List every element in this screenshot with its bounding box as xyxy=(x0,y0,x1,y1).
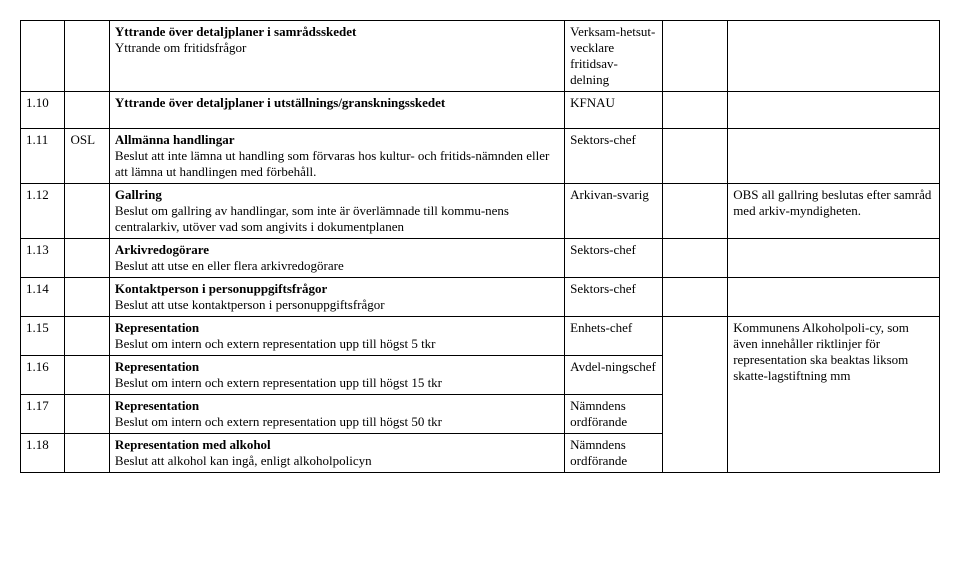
cell-note xyxy=(728,92,940,129)
cell-desc: Representation Beslut om intern och exte… xyxy=(109,317,564,356)
entry-body: Beslut att alkohol kan ingå, enligt alko… xyxy=(115,453,372,468)
entry-body: Yttrande om fritidsfrågor xyxy=(115,40,246,55)
cell-note: Kommunens Alkoholpoli-cy, som även inneh… xyxy=(728,317,940,473)
cell-resp: Sektors-chef xyxy=(565,278,662,317)
cell-note xyxy=(728,21,940,92)
cell-blank xyxy=(662,184,728,239)
cell-code xyxy=(65,92,109,129)
cell-num: 1.16 xyxy=(21,356,65,395)
cell-note: OBS all gallring beslutas efter samråd m… xyxy=(728,184,940,239)
cell-blank xyxy=(662,317,728,473)
table-row: 1.14 Kontaktperson i personuppgiftsfrågo… xyxy=(21,278,940,317)
entry-title: Yttrande över detaljplaner i samrådssked… xyxy=(115,24,356,39)
cell-code xyxy=(65,356,109,395)
table-row: 1.15 Representation Beslut om intern och… xyxy=(21,317,940,356)
cell-blank xyxy=(662,239,728,278)
cell-resp: KFNAU xyxy=(565,92,662,129)
cell-desc: Allmänna handlingar Beslut att inte lämn… xyxy=(109,129,564,184)
cell-desc: Representation Beslut om intern och exte… xyxy=(109,356,564,395)
cell-desc: Yttrande över detaljplaner i utställning… xyxy=(109,92,564,129)
cell-code xyxy=(65,184,109,239)
document-table: Yttrande över detaljplaner i samrådssked… xyxy=(20,20,940,473)
cell-code: OSL xyxy=(65,129,109,184)
table-row: 1.12 Gallring Beslut om gallring av hand… xyxy=(21,184,940,239)
cell-blank xyxy=(662,21,728,92)
entry-title: Allmänna handlingar xyxy=(115,132,235,147)
entry-title: Representation xyxy=(115,398,199,413)
entry-body: Beslut om intern och extern representati… xyxy=(115,375,442,390)
cell-num: 1.15 xyxy=(21,317,65,356)
cell-blank xyxy=(662,129,728,184)
cell-blank xyxy=(662,92,728,129)
entry-title: Representation xyxy=(115,320,199,335)
cell-code xyxy=(65,395,109,434)
cell-desc: Representation Beslut om intern och exte… xyxy=(109,395,564,434)
cell-resp: Avdel-ningschef xyxy=(565,356,662,395)
cell-num: 1.13 xyxy=(21,239,65,278)
cell-blank xyxy=(662,278,728,317)
cell-resp: Nämndens ordförande xyxy=(565,434,662,473)
cell-code xyxy=(65,434,109,473)
spacer xyxy=(115,56,559,70)
cell-num: 1.14 xyxy=(21,278,65,317)
cell-num: 1.12 xyxy=(21,184,65,239)
entry-title: Gallring xyxy=(115,187,162,202)
cell-code xyxy=(65,317,109,356)
cell-resp: Sektors-chef xyxy=(565,129,662,184)
cell-num xyxy=(21,21,65,92)
cell-resp: Verksam-hetsut-vecklare fritidsav-delnin… xyxy=(565,21,662,92)
entry-body: Beslut att inte lämna ut handling som fö… xyxy=(115,148,549,179)
entry-title: Representation xyxy=(115,359,199,374)
cell-note xyxy=(728,239,940,278)
spacer xyxy=(115,111,559,125)
table-row: 1.13 Arkivredogörare Beslut att utse en … xyxy=(21,239,940,278)
table-row: 1.10 Yttrande över detaljplaner i utstäl… xyxy=(21,92,940,129)
entry-body: Beslut om intern och extern representati… xyxy=(115,414,442,429)
entry-body: Beslut om gallring av handlingar, som in… xyxy=(115,203,509,234)
cell-code xyxy=(65,21,109,92)
table-row: 1.11 OSL Allmänna handlingar Beslut att … xyxy=(21,129,940,184)
cell-resp: Nämndens ordförande xyxy=(565,395,662,434)
cell-code xyxy=(65,278,109,317)
cell-note xyxy=(728,278,940,317)
entry-body: Beslut att utse en eller flera arkivredo… xyxy=(115,258,344,273)
cell-note xyxy=(728,129,940,184)
entry-body: Beslut om intern och extern representati… xyxy=(115,336,436,351)
cell-resp: Enhets-chef xyxy=(565,317,662,356)
cell-num: 1.10 xyxy=(21,92,65,129)
cell-num: 1.11 xyxy=(21,129,65,184)
cell-desc: Kontaktperson i personuppgiftsfrågor Bes… xyxy=(109,278,564,317)
cell-num: 1.17 xyxy=(21,395,65,434)
entry-title: Kontaktperson i personuppgiftsfrågor xyxy=(115,281,327,296)
cell-resp: Arkivan-svarig xyxy=(565,184,662,239)
entry-title: Arkivredogörare xyxy=(115,242,209,257)
entry-title: Representation med alkohol xyxy=(115,437,271,452)
cell-desc: Representation med alkohol Beslut att al… xyxy=(109,434,564,473)
cell-code xyxy=(65,239,109,278)
cell-desc: Gallring Beslut om gallring av handlinga… xyxy=(109,184,564,239)
cell-desc: Arkivredogörare Beslut att utse en eller… xyxy=(109,239,564,278)
cell-num: 1.18 xyxy=(21,434,65,473)
entry-title: Yttrande över detaljplaner i utställning… xyxy=(115,95,445,110)
cell-desc: Yttrande över detaljplaner i samrådssked… xyxy=(109,21,564,92)
cell-resp: Sektors-chef xyxy=(565,239,662,278)
table-row: Yttrande över detaljplaner i samrådssked… xyxy=(21,21,940,92)
entry-body: Beslut att utse kontaktperson i personup… xyxy=(115,297,385,312)
